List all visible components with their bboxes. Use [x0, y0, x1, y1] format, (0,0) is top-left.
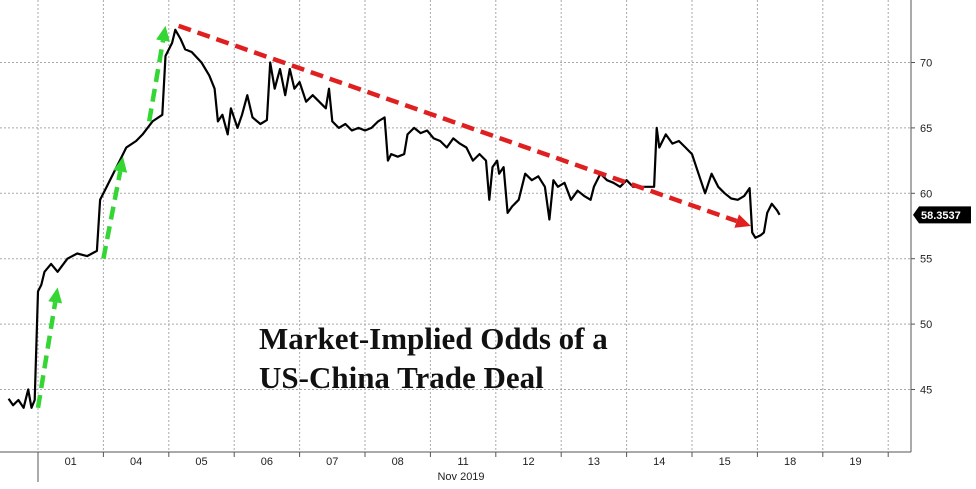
down-arrow-shaft: [177, 23, 738, 224]
y-axis-ticks: 45 50 55 60 65 70: [911, 58, 932, 397]
series-group: [7, 28, 781, 409]
y-tick-label: 65: [920, 123, 932, 135]
y-tick-label: 50: [920, 319, 932, 331]
chart-annotation-line-2: US-China Trade Deal: [259, 360, 544, 395]
down-arrow-head: [734, 214, 751, 228]
up-arrow-shaft: [101, 170, 123, 260]
y-tick-label: 55: [920, 254, 932, 266]
x-tick-label: 11: [457, 456, 468, 468]
x-tick-label: 07: [326, 456, 338, 468]
x-axis-ticks: 01 04 05 06 07 08 11 12 13 14 15 18 19: [37, 452, 889, 482]
x-tick-label: 13: [588, 456, 600, 468]
x-tick-label: 15: [719, 456, 731, 468]
x-tick-label: 05: [195, 456, 207, 468]
x-tick-label: 18: [784, 456, 796, 468]
x-tick-label: 04: [130, 456, 142, 468]
x-tick-label: 06: [261, 456, 273, 468]
y-tick-label: 45: [920, 385, 932, 397]
up-arrow-head: [156, 25, 170, 42]
x-tick-label: 14: [653, 456, 665, 468]
y-tick-label: 60: [920, 188, 932, 200]
last-value-label-background: [913, 206, 971, 224]
trend-arrows: [35, 23, 751, 409]
x-tick-label: 01: [65, 456, 77, 468]
x-tick-label: 19: [849, 456, 861, 468]
last-value-text: 58.3537: [921, 210, 961, 222]
up-arrow-head: [113, 156, 128, 173]
chart-annotation-line-1: Market-Implied Odds of a: [259, 321, 608, 356]
last-value-label: 58.3537: [913, 206, 971, 224]
up-arrow-shaft: [35, 301, 58, 409]
gridlines: [0, 0, 911, 452]
y-tick-label: 70: [920, 58, 932, 70]
up-arrow-shaft: [146, 40, 166, 122]
x-tick-label: 12: [522, 456, 534, 468]
x-axis-title: Nov 2019: [437, 471, 484, 483]
series-line: [7, 28, 781, 409]
up-arrow-head: [48, 287, 63, 304]
x-tick-label: 08: [392, 456, 404, 468]
